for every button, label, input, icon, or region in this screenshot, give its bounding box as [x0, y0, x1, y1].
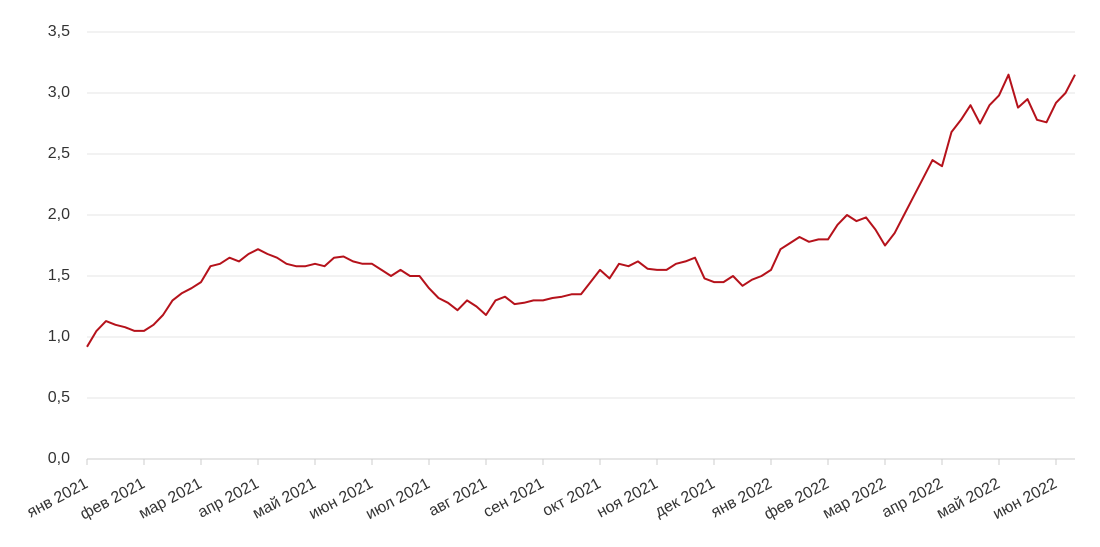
x-tick-label: июн 2022 [990, 475, 1060, 523]
x-tick-label: мар 2022 [820, 475, 889, 522]
x-tick-label: фев 2021 [78, 475, 148, 523]
line [86, 73, 1076, 348]
y-tick-label: 0,5 [48, 389, 70, 406]
y-tick-label: 0,0 [48, 450, 70, 467]
x-tick-label: апр 2022 [879, 475, 946, 521]
y-tick-label: 2,5 [48, 145, 70, 162]
x-tick-label: май 2022 [934, 475, 1003, 522]
x-tick-label: сен 2021 [481, 475, 547, 521]
y-tick-label: 3,5 [48, 23, 70, 40]
x-tick-label: ноя 2021 [594, 475, 661, 521]
x-tick-label: дек 2021 [652, 475, 718, 521]
x-tick-label: фев 2022 [762, 475, 832, 523]
x-tick-label: июл 2021 [363, 475, 433, 523]
x-tick-label: апр 2021 [195, 475, 262, 521]
x-tick-label: июн 2021 [306, 475, 376, 523]
y-tick-label: 1,0 [48, 328, 70, 345]
y-tick-label: 2,0 [48, 206, 70, 223]
y-tick-label: 3,0 [48, 84, 70, 101]
x-tick-label: авг 2021 [426, 475, 490, 520]
x-tick-label: мар 2021 [136, 475, 205, 522]
y-tick-label: 1,5 [48, 267, 70, 284]
x-tick-label: май 2021 [250, 475, 319, 522]
x-tick-label: окт 2021 [540, 475, 604, 520]
